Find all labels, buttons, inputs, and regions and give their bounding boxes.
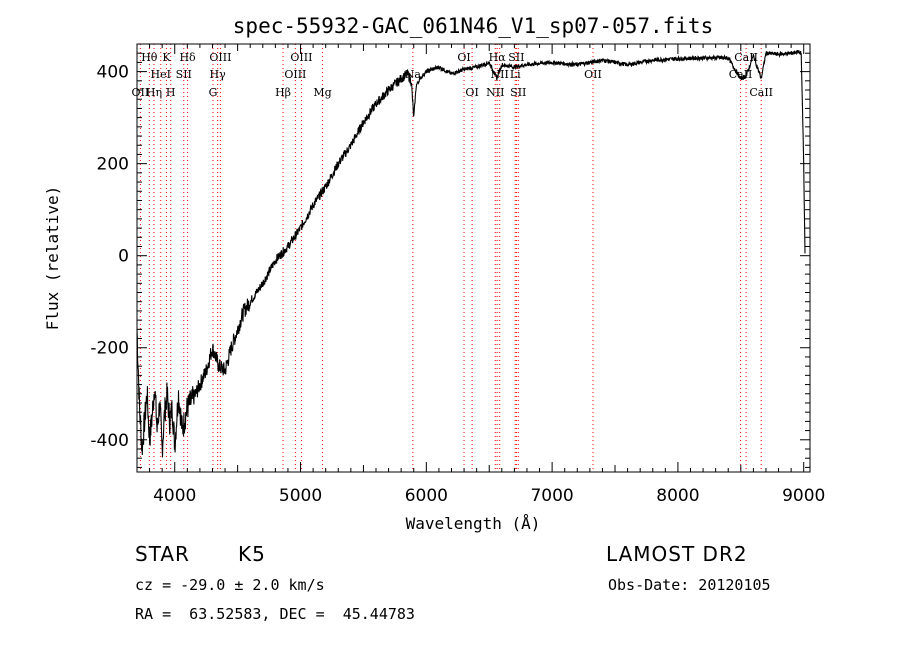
x-tick-label: 8000 — [656, 486, 699, 506]
x-tick-label: 7000 — [530, 486, 573, 506]
emission-line-label: OI — [457, 51, 470, 64]
y-tick-label: 200 — [97, 155, 129, 175]
emission-line-label: CaII — [749, 86, 773, 99]
emission-line-label: SII — [508, 51, 524, 64]
chart-title: spec-55932-GAC_061N46_V1_sp07-057.fits — [233, 14, 713, 38]
emission-line-label: NII — [486, 86, 504, 99]
emission-line-label: Li — [510, 68, 521, 81]
emission-line-label: Hβ — [275, 86, 291, 99]
emission-line-label: OIII — [209, 51, 231, 64]
emission-line-markers — [139, 44, 762, 472]
y-axis: -400 -200 0 200 400 — [90, 43, 810, 468]
x-tick-label: 6000 — [405, 486, 448, 506]
object-class: STAR — [135, 542, 190, 566]
emission-line-label: NII — [491, 68, 509, 81]
x-axis: 4000 5000 6000 7000 8000 9000 — [136, 44, 825, 506]
emission-line-label: Hα — [489, 51, 507, 64]
x-tick-label: 9000 — [782, 486, 825, 506]
spectral-subclass: K5 — [238, 542, 266, 566]
emission-line-label: OII — [584, 68, 602, 81]
survey-name: LAMOST DR2 — [606, 542, 748, 566]
emission-line-labels: OIIHθHηHeIKHSIIHδGHγOIIIHβOIIIOIIIMgNaOI… — [132, 51, 773, 99]
spectrum-series — [136, 49, 806, 458]
y-tick-label: -400 — [90, 431, 129, 451]
emission-line-label: OIII — [290, 51, 312, 64]
y-tick-label: -200 — [90, 339, 129, 359]
redshift-readout: cz = -29.0 ± 2.0 km/s — [135, 576, 325, 594]
emission-line-label: CaII — [729, 68, 753, 81]
emission-line-label: OII — [132, 86, 150, 99]
emission-line-label: OI — [465, 86, 478, 99]
emission-line-label: K — [162, 51, 171, 64]
y-tick-label: 0 — [118, 247, 129, 267]
emission-line-label: Hθ — [141, 51, 158, 64]
emission-line-label: Hγ — [210, 68, 227, 81]
emission-line-label: HeI — [151, 68, 171, 81]
emission-line-label: SII — [176, 68, 192, 81]
x-tick-label: 5000 — [279, 486, 322, 506]
emission-line-label: Hδ — [179, 51, 196, 64]
y-tick-label: 400 — [97, 63, 129, 83]
emission-line-label: Mg — [313, 86, 331, 99]
emission-line-label: H — [166, 86, 176, 99]
emission-line-label: Hη — [146, 86, 162, 99]
coordinates-readout: RA = 63.52583, DEC = 45.44783 — [135, 605, 415, 623]
emission-line-label: OIII — [284, 68, 306, 81]
plot-frame — [136, 43, 811, 473]
emission-line-label: SII — [510, 86, 526, 99]
observation-date: Obs-Date: 20120105 — [608, 576, 771, 594]
x-axis-label: Wavelength (Å) — [406, 514, 541, 533]
x-tick-label: 4000 — [153, 486, 196, 506]
y-axis-label: Flux (relative) — [43, 186, 62, 331]
emission-line-label: G — [209, 86, 218, 99]
